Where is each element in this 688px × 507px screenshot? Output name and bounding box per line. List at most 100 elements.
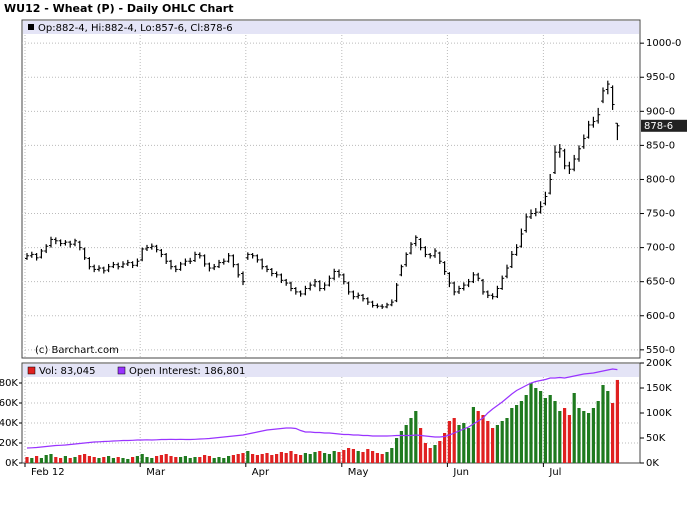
volume-bar (159, 455, 163, 463)
volume-bar (582, 411, 586, 463)
volume-bar (337, 452, 341, 463)
volume-bar (222, 458, 226, 463)
x-tick-label: Feb 12 (31, 467, 65, 478)
volume-bar (347, 448, 351, 463)
volume-bar (563, 408, 567, 463)
volume-bar (102, 457, 106, 463)
volume-bar (572, 393, 576, 463)
volume-bar (447, 421, 451, 463)
volume-bar (246, 451, 250, 463)
volume-bar (486, 421, 490, 463)
volume-bar (443, 433, 447, 463)
price-header (23, 21, 639, 34)
volume-bar (231, 455, 235, 463)
volume-bar (491, 428, 495, 463)
volume-bar (505, 418, 509, 463)
volume-bar (543, 398, 547, 463)
volume-bar (207, 456, 211, 463)
y-tick-label: 550-0 (646, 345, 675, 356)
volume-bar (155, 456, 159, 463)
y2-tick-label: 200K (646, 358, 672, 369)
volume-bar (567, 415, 571, 463)
volume-bar (404, 425, 408, 463)
volume-bar (169, 456, 173, 463)
volume-bar (83, 454, 87, 463)
volume-bar (409, 418, 413, 463)
volume-bar (481, 415, 485, 463)
volume-bar (467, 428, 471, 463)
y-tick-label: 650-0 (646, 277, 675, 288)
volume-bar (313, 452, 317, 463)
volume-bar (289, 451, 293, 463)
volume-bar (519, 401, 523, 463)
volume-bar (35, 456, 39, 463)
volume-bar (212, 458, 216, 463)
volume-bar (539, 391, 543, 463)
volume-bar (327, 454, 331, 463)
volume-bar (25, 457, 29, 463)
volume-bar (529, 383, 533, 463)
volume-bar (284, 453, 288, 463)
price-panel (21, 19, 641, 359)
y-tick-label: 40K (0, 418, 18, 429)
volume-bar (390, 448, 394, 463)
ohlc-summary: Op:882-4, Hi:882-4, Lo:857-6, Cl:878-6 (38, 23, 233, 34)
volume-bar (116, 457, 120, 463)
volume-bar (294, 454, 298, 463)
volume-bar (126, 459, 130, 463)
volume-bar (332, 451, 336, 463)
volume-bar (471, 407, 475, 463)
volume-bar (606, 391, 610, 463)
y2-tick-label: 0K (646, 458, 659, 469)
volume-bar (44, 455, 48, 463)
volume-bar (323, 453, 327, 463)
y-tick-label: 750-0 (646, 209, 675, 220)
volume-bar (87, 456, 91, 463)
volume-bar (279, 452, 283, 463)
last-price-box (641, 119, 687, 132)
x-tick-label: Apr (252, 467, 270, 478)
y-tick-label: 0K (5, 458, 18, 469)
volume-bar (351, 449, 355, 463)
y-tick-label: 20K (0, 438, 18, 449)
volume-bar (361, 452, 365, 463)
volume-bar (97, 458, 101, 463)
volume-bar (395, 438, 399, 463)
volume-bar (419, 428, 423, 463)
x-tick-label: May (348, 467, 369, 478)
x-tick-label: Jun (452, 467, 469, 478)
volume-bar (275, 454, 279, 463)
y2-tick-label: 150K (646, 383, 672, 394)
y-tick-label: 850-0 (646, 140, 675, 151)
x-tick-label: Mar (146, 467, 166, 478)
volume-bar (78, 455, 82, 463)
volume-bar (615, 379, 619, 463)
volume-bar (179, 457, 183, 463)
volume-bar (63, 456, 67, 463)
volume-bar (39, 458, 43, 463)
volume-bar (356, 451, 360, 463)
y-tick-label: 80K (0, 378, 18, 389)
volume-bar (601, 385, 605, 463)
volume-bar (73, 457, 77, 463)
volume-bar (188, 458, 192, 463)
volume-bar (183, 456, 187, 463)
volume-bar (49, 454, 53, 463)
y-tick-label: 1000-0 (646, 38, 681, 49)
volume-bar (299, 455, 303, 463)
volume-bar (107, 456, 111, 463)
volume-bar (366, 449, 370, 463)
volume-bar (414, 411, 418, 463)
y2-tick-label: 100K (646, 408, 672, 419)
volume-bar (371, 451, 375, 463)
volume-bar (438, 441, 442, 463)
volume-panel (21, 362, 641, 464)
volume-bar (135, 456, 139, 463)
last-price-label: 878-6 (644, 121, 673, 132)
volume-bar (534, 388, 538, 463)
volume-bar (131, 457, 135, 463)
volume-bar (423, 443, 427, 463)
volume-bar (30, 458, 34, 463)
volume-bar (318, 451, 322, 463)
volume-bar (251, 454, 255, 463)
